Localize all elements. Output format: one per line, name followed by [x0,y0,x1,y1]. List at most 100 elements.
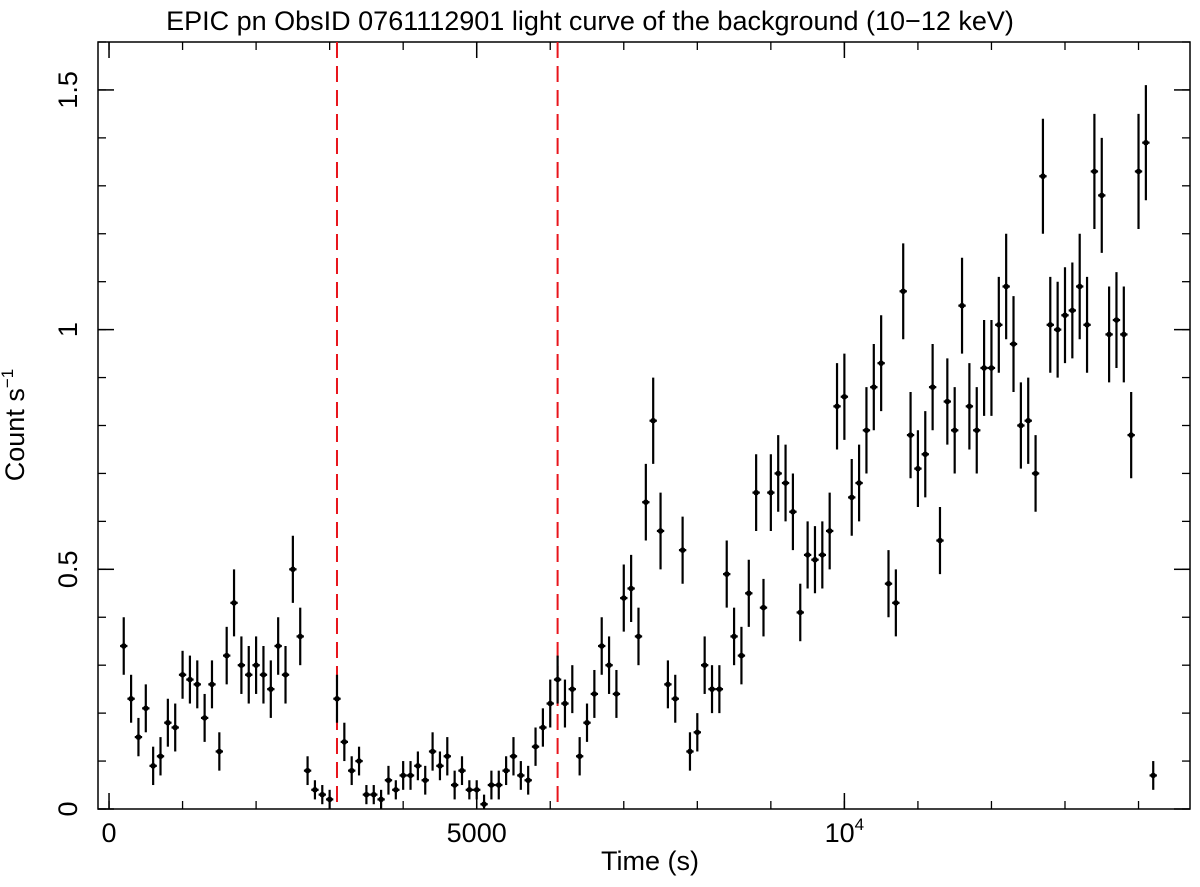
data-point [987,320,996,416]
point-marker [378,796,384,803]
data-point [156,737,165,776]
point-marker [738,652,745,659]
data-point [1039,118,1047,234]
data-point [458,756,466,786]
data-point [708,665,716,714]
data-point [700,636,709,694]
point-marker [701,662,708,668]
data-point [906,391,915,479]
data-point [178,650,187,699]
point-marker [790,508,796,515]
time-cut-lines [335,42,559,809]
data-point [605,636,613,694]
point-marker [753,489,759,496]
point-marker [532,743,539,750]
data-point [333,674,341,723]
data-point [855,444,863,522]
data-point [723,540,731,608]
point-marker [731,633,737,640]
point-marker [275,643,281,649]
point-marker [745,590,752,597]
point-marker [922,451,929,458]
data-point [840,353,849,440]
point-marker [268,686,274,692]
point-marker [187,676,193,683]
data-point [914,430,922,507]
point-marker [245,671,252,678]
data-point [649,377,657,464]
data-point [465,780,474,800]
data-point [561,679,569,728]
point-marker [944,398,951,405]
point-marker [459,767,465,774]
point-marker [672,695,679,702]
data-point [921,411,929,498]
data-point [1017,382,1025,469]
data-point [546,679,554,728]
point-marker [120,643,127,649]
data-point [281,646,290,704]
data-point [245,646,253,704]
point-marker [870,384,877,390]
data-point [348,756,356,786]
point-marker [1135,168,1142,175]
data-point [1061,267,1069,364]
point-marker [841,393,848,400]
point-marker [709,686,715,692]
point-marker [973,427,980,434]
point-marker [179,671,186,678]
data-point [531,727,540,766]
data-point [524,765,532,795]
data-point [759,578,768,637]
x-axis-label: Time (s) [601,846,699,876]
point-marker [495,782,502,788]
point-marker [1010,341,1017,347]
tick-labels: 0 5000 104 0 0.5 1 1.5 [53,71,864,848]
data-point [678,516,687,584]
point-marker [988,365,995,371]
data-point [1083,276,1091,373]
point-marker [157,753,164,760]
point-marker [620,595,627,601]
point-marker [679,547,686,553]
point-marker [370,791,377,798]
axis-ticks [98,41,1190,810]
data-point [892,569,900,637]
data-point [267,660,275,718]
data-point [568,665,576,714]
data-point [340,722,349,762]
point-marker [1076,283,1083,290]
point-marker [1143,139,1149,146]
data-point [745,559,753,627]
point-marker [1047,322,1054,328]
point-marker [768,489,774,496]
data-point [1031,435,1040,512]
point-marker [319,791,326,798]
data-point [318,785,326,805]
point-marker [826,528,833,534]
point-marker [569,686,576,692]
data-point [296,607,304,666]
data-point [164,698,172,747]
point-marker [665,681,671,688]
data-point [421,765,429,795]
point-marker [1128,432,1134,438]
x-tick-label-exponent: 4 [855,815,864,834]
point-marker [723,571,730,577]
point-marker [253,662,259,668]
point-marker [885,580,892,587]
data-point [237,636,246,694]
point-marker [1121,331,1127,338]
y-axis-label: Count s−1 [0,369,30,481]
data-point [973,387,981,474]
data-point [664,660,672,709]
data-point [414,751,422,781]
data-point [450,770,459,800]
data-point [1068,262,1077,359]
data-point [289,535,297,603]
point-marker [165,719,171,726]
point-marker [518,772,524,779]
point-marker [1113,317,1120,323]
point-marker [591,691,598,697]
point-marker [1091,168,1098,175]
